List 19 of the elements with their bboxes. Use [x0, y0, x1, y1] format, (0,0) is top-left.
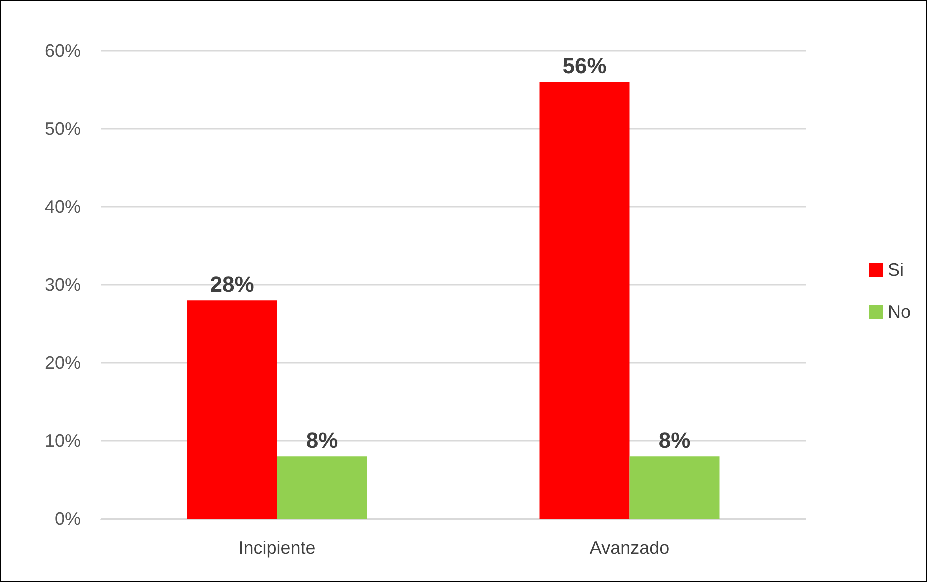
- data-label: 8%: [306, 428, 338, 454]
- y-tick-label: 0%: [54, 509, 81, 529]
- bar: [540, 82, 630, 519]
- bar: [277, 456, 368, 519]
- y-tick-label: 50%: [44, 119, 81, 139]
- bar: [187, 300, 278, 519]
- y-tick-label: 20%: [44, 353, 81, 373]
- data-label: 8%: [658, 428, 691, 454]
- legend-label: No: [888, 302, 912, 322]
- x-tick-label: Avanzado: [590, 538, 670, 558]
- data-label: 56%: [562, 54, 607, 79]
- y-tick-label: 30%: [44, 275, 81, 295]
- y-tick-label: 60%: [44, 41, 81, 61]
- y-tick-label: 40%: [44, 197, 81, 217]
- y-tick-label: 10%: [44, 431, 81, 451]
- bar: [630, 456, 720, 519]
- x-tick-label: Incipiente: [238, 538, 316, 558]
- legend-label: Si: [888, 260, 904, 280]
- data-label: 28%: [210, 272, 254, 298]
